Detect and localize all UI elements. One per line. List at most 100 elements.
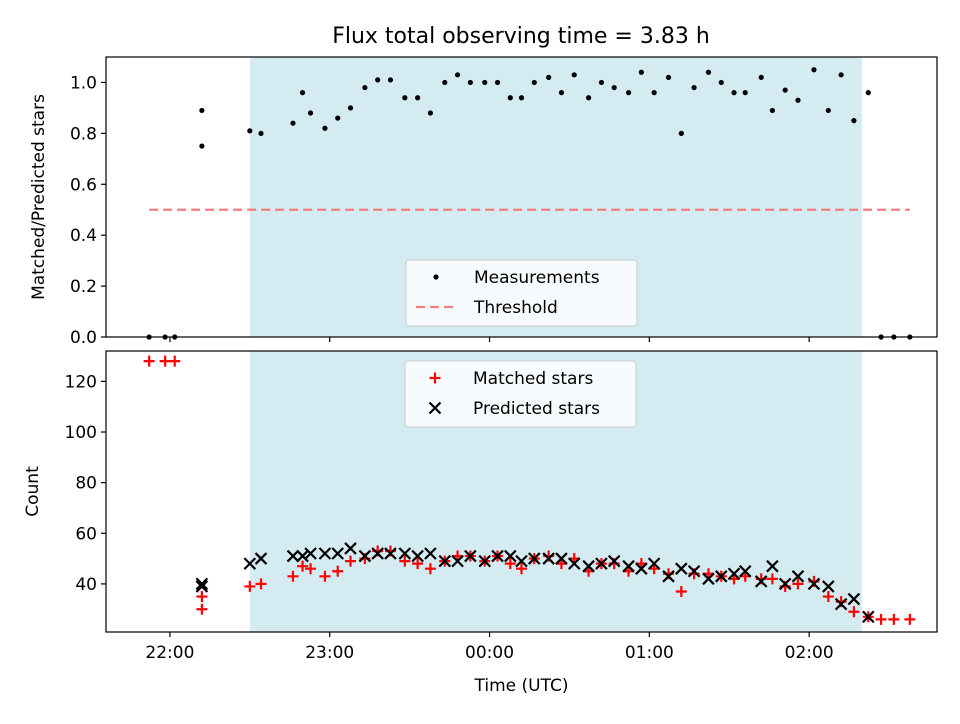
predicted-star-point bbox=[822, 580, 835, 593]
predicted-star-point bbox=[791, 570, 805, 583]
predicted-star-point bbox=[807, 577, 821, 591]
measurement-point bbox=[586, 95, 592, 101]
measurement-point bbox=[258, 130, 264, 136]
series-matched-stars bbox=[143, 355, 916, 625]
predicted-star-point bbox=[424, 547, 437, 560]
measurement-point bbox=[825, 107, 831, 114]
legend-label: Matched stars bbox=[473, 369, 593, 389]
legend-dot-marker bbox=[433, 274, 439, 280]
predicted-star-point bbox=[778, 577, 792, 591]
predicted-star-point bbox=[384, 547, 397, 560]
measurement-point bbox=[322, 125, 328, 131]
legend-label: Threshold bbox=[473, 298, 558, 318]
predicted-star-point bbox=[714, 570, 728, 583]
matched-star-point bbox=[319, 570, 331, 582]
measurement-point bbox=[782, 87, 788, 93]
measurement-point bbox=[625, 90, 632, 96]
legend-box bbox=[404, 360, 637, 428]
y-tick-label: 100 bbox=[65, 423, 97, 443]
y-tick-label: 120 bbox=[65, 372, 97, 392]
predicted-star-point bbox=[555, 552, 568, 565]
predicted-star-point bbox=[296, 549, 309, 563]
y-tick-label: 0.8 bbox=[70, 124, 97, 144]
measurement-point bbox=[467, 79, 473, 86]
legend-plus-marker bbox=[429, 372, 441, 384]
measurement-point bbox=[299, 90, 306, 96]
measurement-point bbox=[199, 143, 205, 149]
predicted-star-point bbox=[727, 567, 741, 581]
chart-title: Flux total observing time = 3.83 h bbox=[332, 24, 710, 49]
measurement-point bbox=[546, 74, 552, 80]
matched-star-point bbox=[504, 558, 516, 570]
predicted-star-point bbox=[358, 549, 372, 563]
measurement-point bbox=[402, 95, 408, 101]
legend: Measurements Threshold bbox=[405, 259, 638, 327]
y-tick-label: 60 bbox=[75, 524, 97, 544]
matched-star-point bbox=[255, 578, 267, 590]
matched-star-point bbox=[675, 585, 687, 597]
predicted-star-point bbox=[542, 552, 555, 565]
matched-star-point bbox=[424, 563, 436, 575]
predicted-star-point bbox=[398, 547, 412, 560]
predicted-star-point bbox=[411, 549, 424, 563]
matched-star-point bbox=[412, 558, 424, 570]
predicted-star-point bbox=[702, 572, 715, 586]
measurement-point bbox=[769, 107, 775, 114]
predicted-star-point bbox=[344, 542, 357, 555]
predicted-star-point bbox=[304, 547, 317, 560]
measurement-point bbox=[718, 79, 724, 86]
matched-star-point bbox=[875, 613, 887, 625]
predicted-star-point bbox=[195, 580, 209, 593]
predicted-star-point bbox=[635, 562, 648, 575]
predicted-star-point bbox=[464, 549, 477, 563]
matched-star-point bbox=[159, 355, 171, 367]
matched-star-point bbox=[822, 591, 834, 603]
measurement-point bbox=[518, 95, 525, 101]
axes-frame bbox=[105, 350, 938, 633]
measurement-point bbox=[558, 90, 565, 96]
measurement-point bbox=[347, 105, 354, 111]
matched-star-point bbox=[904, 613, 916, 625]
predicted-star-point bbox=[491, 549, 504, 563]
measurement-point bbox=[507, 95, 513, 101]
predicted-star-point bbox=[754, 575, 768, 588]
predicted-star-point bbox=[331, 547, 344, 560]
matched-star-point bbox=[766, 573, 778, 585]
predicted-star-point bbox=[243, 557, 257, 570]
predicted-star-point bbox=[738, 564, 752, 578]
predicted-star-point bbox=[438, 554, 452, 568]
x-tick-label: 02:00 bbox=[785, 643, 834, 663]
matched-star-point bbox=[196, 591, 208, 603]
predicted-star-point bbox=[254, 552, 268, 565]
predicted-star-point bbox=[504, 549, 517, 563]
x-tick-label: 01:00 bbox=[625, 643, 674, 663]
y-tick-label: 0.2 bbox=[70, 277, 97, 297]
predicted-star-point bbox=[662, 570, 675, 583]
matched-star-point bbox=[888, 613, 900, 625]
measurement-point bbox=[691, 84, 697, 91]
matched-star-point bbox=[345, 555, 357, 567]
predicted-star-point bbox=[451, 554, 464, 568]
predicted-star-point bbox=[371, 547, 384, 560]
predicted-star-point bbox=[318, 547, 332, 560]
measurement-point bbox=[742, 90, 748, 96]
measurement-point bbox=[811, 67, 817, 73]
measurement-point bbox=[705, 69, 712, 75]
y-tick-label: 0.4 bbox=[70, 226, 97, 246]
y-tick-label: 0.6 bbox=[70, 175, 97, 195]
predicted-star-point bbox=[528, 552, 541, 565]
measurement-point bbox=[865, 90, 871, 96]
matched-star-point bbox=[792, 578, 804, 590]
predicted-star-point bbox=[478, 554, 492, 568]
measurement-point bbox=[611, 84, 617, 91]
measurement-point bbox=[247, 128, 253, 134]
measurement-point bbox=[838, 72, 844, 78]
measurement-point bbox=[454, 72, 461, 78]
measurement-point bbox=[571, 72, 577, 78]
measurement-point bbox=[335, 115, 341, 121]
measurement-point bbox=[307, 110, 314, 116]
predicted-star-point bbox=[862, 610, 875, 624]
predicted-star-point bbox=[675, 562, 688, 575]
measurement-point bbox=[442, 79, 448, 86]
